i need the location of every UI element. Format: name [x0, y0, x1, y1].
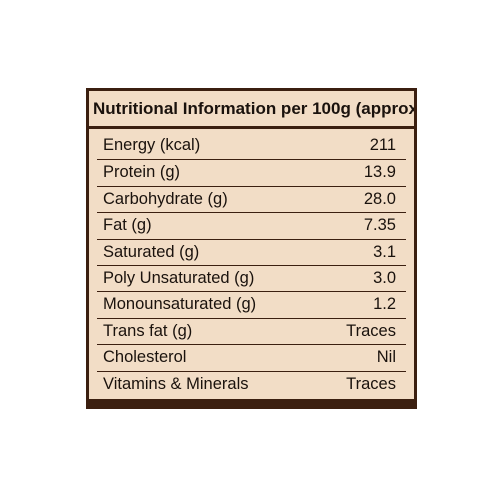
row-label: Poly Unsaturated (g) [103, 268, 255, 287]
row-label: Vitamins & Minerals [103, 374, 249, 393]
nutrition-row-saturated: Saturated (g) 3.1 [97, 238, 406, 265]
nutrition-info-panel: Nutritional Information per 100g (approx… [86, 88, 417, 409]
row-label: Monounsaturated (g) [103, 295, 257, 314]
row-label: Saturated (g) [103, 242, 200, 261]
nutrition-info-title: Nutritional Information per 100g (approx… [89, 91, 414, 129]
row-value: Traces [346, 374, 396, 393]
row-label: Protein (g) [103, 163, 181, 182]
bottom-divider [89, 399, 414, 406]
row-value: 7.35 [363, 216, 396, 235]
nutrition-row-monounsaturated: Monounsaturated (g) 1.2 [97, 291, 406, 317]
row-value: Nil [376, 348, 396, 367]
row-label: Trans fat (g) [103, 321, 193, 340]
nutrition-rows: Energy (kcal) 211 Protein (g) 13.9 Carbo… [97, 133, 406, 397]
row-label: Carbohydrate (g) [103, 189, 228, 208]
nutrition-row-vitamins-minerals: Vitamins & Minerals Traces [97, 370, 406, 397]
nutrition-row-carbohydrate: Carbohydrate (g) 28.0 [97, 185, 406, 212]
row-label: Energy (kcal) [103, 136, 201, 154]
nutrition-row-protein: Protein (g) 13.9 [97, 159, 406, 185]
nutrition-row-poly-unsaturated: Poly Unsaturated (g) 3.0 [97, 264, 406, 291]
nutrition-row-cholesterol: Cholesterol Nil [97, 344, 406, 370]
row-value: 211 [369, 136, 396, 154]
row-label: Cholesterol [103, 348, 187, 367]
nutrition-row-energy: Energy (kcal) 211 [97, 133, 406, 159]
row-value: 3.0 [373, 268, 396, 287]
nutrition-row-trans-fat: Trans fat (g) Traces [97, 317, 406, 344]
row-value: 13.9 [363, 163, 396, 182]
row-value: Traces [346, 321, 396, 340]
row-label: Fat (g) [103, 216, 152, 235]
row-value: 3.1 [373, 242, 396, 261]
row-value: 1.2 [373, 295, 396, 314]
nutrition-row-fat: Fat (g) 7.35 [97, 212, 406, 238]
row-value: 28.0 [363, 189, 396, 208]
